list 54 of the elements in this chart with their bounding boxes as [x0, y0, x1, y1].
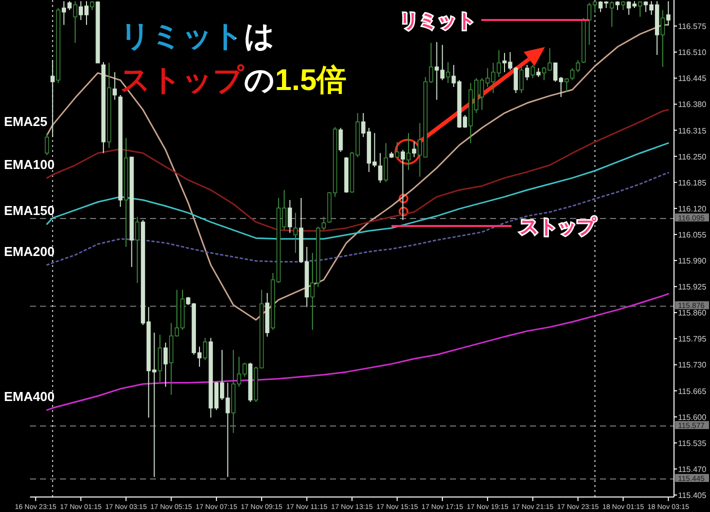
candlestick [112, 72, 117, 100]
candlestick [73, 0, 78, 44]
y-tick-label: 115.405 [678, 490, 707, 500]
text: リミットは [120, 20, 275, 53]
candlestick [384, 142, 388, 182]
y-tick-label: 116.315 [678, 126, 707, 136]
y-tick-label: 115.860 [678, 308, 707, 318]
y-tick-label: 116.510 [678, 48, 707, 58]
candlestick [163, 342, 168, 388]
y-tick-label: 115.730 [678, 360, 707, 370]
candlestick [293, 212, 298, 254]
candlestick [666, 0, 670, 26]
text: ストップの1.5倍 [120, 64, 347, 97]
candlestick [446, 62, 450, 84]
candlestick [395, 141, 400, 158]
candlestick [530, 64, 535, 79]
y-tick-label: 116.380 [678, 100, 707, 110]
y-tick-label: 115.795 [678, 334, 707, 344]
candlestick [610, 0, 614, 28]
annotation: ストップ [520, 216, 597, 238]
y-tick-label: 115.665 [678, 386, 707, 396]
y-tick-label: 116.120 [678, 204, 707, 214]
y-tick-label: 115.990 [678, 256, 707, 266]
candlestick [406, 132, 411, 170]
candlestick [638, 0, 642, 18]
y-tick-label: 116.185 [678, 178, 707, 188]
series-label: EMA100 [4, 156, 55, 172]
candlestick [660, 10, 665, 68]
candlestick [203, 337, 208, 360]
candlestick [412, 141, 416, 158]
y-tick-label: 116.445 [678, 74, 707, 84]
series-label: EMA400 [4, 389, 55, 404]
y-tick-label: 116.250 [678, 152, 707, 162]
y-tick-label: 115.535 [678, 438, 707, 448]
y-tick-label: 115.470 [678, 464, 707, 474]
annotation: リミット [399, 11, 476, 32]
y-tick-label: 115.925 [678, 282, 707, 292]
candlestick [525, 64, 530, 81]
candlestick [378, 152, 382, 184]
candlestick [519, 62, 524, 94]
y-tick-label: 116.575 [678, 22, 707, 32]
candlestick [400, 149, 405, 221]
candlestick [50, 60, 55, 138]
series-label: EMA150 [4, 203, 55, 218]
candlestick [158, 334, 162, 382]
candlestick [44, 132, 50, 156]
candlestick [135, 216, 140, 284]
candlestick [288, 200, 292, 234]
series-label: EMA25 [4, 114, 48, 130]
y-tick-label: 115.600 [678, 412, 707, 422]
y-tick-label: 116.055 [678, 230, 707, 240]
candlestick [564, 78, 569, 92]
candlestick [338, 127, 343, 152]
series-label: EMA200 [4, 244, 55, 259]
